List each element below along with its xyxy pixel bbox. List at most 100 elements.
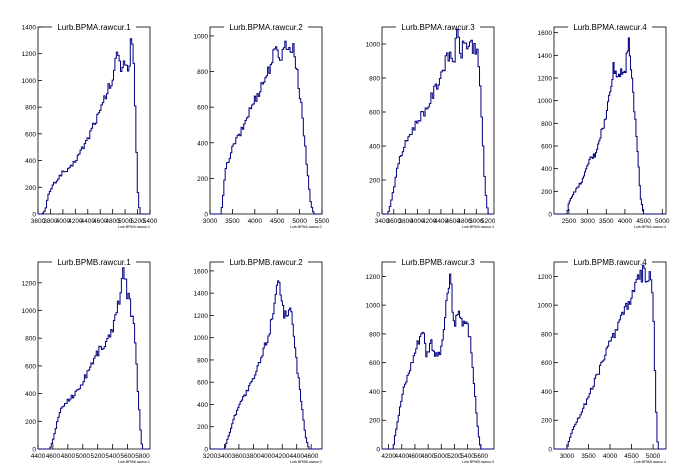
x-tick-label: 2500 — [562, 218, 577, 225]
x-tick-label: 5200 — [130, 218, 145, 225]
histogram-series-line — [382, 273, 494, 450]
x-axis-label: Lurb.BPMB.rawcur.1 — [118, 460, 150, 464]
x-tick-label: 4400 — [395, 453, 410, 460]
y-tick-label: 0 — [376, 447, 380, 454]
x-tick-label: 3500 — [599, 218, 614, 225]
y-tick-label: 0 — [204, 212, 208, 219]
chart-title: Lurb.BPMA.rawcur.2 — [229, 23, 303, 32]
x-tick-label: 5000 — [646, 453, 661, 460]
x-tick-label: 4800 — [61, 453, 76, 460]
y-tick-label: 200 — [25, 185, 36, 192]
y-tick-label: 200 — [369, 178, 380, 185]
histogram-panel-7: Lurb.BPMB.rawcur.3 0 200 400 600 800 1000 1200 4… — [366, 256, 495, 464]
y-tick-label: 800 — [197, 357, 208, 364]
x-tick-label: 3200 — [203, 453, 218, 460]
y-tick-label: 1400 — [194, 291, 209, 298]
x-axis-label: Lurb.BPMB.rawcur.4 — [634, 460, 666, 464]
histogram-series-line — [554, 264, 666, 450]
y-tick-label: 600 — [541, 144, 552, 151]
histogram-panel-6: Lurb.BPMB.rawcur.2 0 200 400 600 800 1000 1200 1… — [194, 256, 323, 464]
x-tick-label: 5600 — [120, 453, 135, 460]
chart-title: Lurb.BPMB.rawcur.3 — [401, 258, 475, 267]
x-tick-label: 3400 — [375, 218, 390, 225]
y-tick-label: 400 — [369, 144, 380, 151]
y-tick-label: 0 — [548, 212, 552, 219]
x-axis-label: Lurb.BPMA.rawcur.3 — [462, 225, 494, 229]
x-tick-label: 4000 — [410, 218, 425, 225]
x-tick-label: 4200 — [275, 453, 290, 460]
title-box — [224, 21, 308, 33]
y-tick-label: 600 — [25, 363, 36, 370]
y-tick-label: 600 — [369, 110, 380, 117]
x-tick-label: 4800 — [105, 218, 120, 225]
x-tick-label: 4600 — [46, 453, 61, 460]
y-tick-label: 800 — [541, 121, 552, 128]
x-tick-label: 4400 — [31, 453, 46, 460]
chart-title: Lurb.BPMB.rawcur.1 — [57, 258, 131, 267]
x-tick-label: 4200 — [381, 453, 396, 460]
chart-title: Lurb.BPMB.rawcur.4 — [573, 258, 647, 267]
x-tick-label: 4600 — [408, 453, 423, 460]
x-tick-label: 4600 — [446, 218, 461, 225]
y-tick-label: 1200 — [22, 280, 37, 287]
x-tick-label: 4400 — [81, 218, 96, 225]
y-tick-label: 1200 — [194, 313, 209, 320]
x-axis-label: Lurb.BPMA.rawcur.1 — [118, 225, 150, 229]
x-tick-label: 4000 — [618, 218, 633, 225]
y-tick-label: 200 — [197, 424, 208, 431]
y-tick-label: 400 — [541, 389, 552, 396]
x-tick-label: 5800 — [135, 453, 150, 460]
y-tick-label: 400 — [369, 389, 380, 396]
y-tick-label: 1000 — [538, 303, 553, 310]
x-tick-label: 5000 — [655, 218, 670, 225]
x-tick-label: 4000 — [56, 218, 71, 225]
histogram-series-line — [382, 28, 494, 215]
x-tick-label: 4800 — [457, 218, 472, 225]
x-tick-label: 5000 — [434, 453, 449, 460]
y-tick-label: 600 — [197, 380, 208, 387]
x-tick-label: 4800 — [421, 453, 436, 460]
plot-frame — [381, 26, 495, 215]
title-box — [52, 256, 136, 268]
x-tick-label: 4200 — [422, 218, 437, 225]
x-tick-label: 3000 — [580, 218, 595, 225]
y-tick-label: 400 — [25, 158, 36, 165]
histogram-series-line — [554, 37, 666, 215]
y-tick-label: 1200 — [538, 274, 553, 281]
y-tick-label: 1000 — [194, 335, 209, 342]
x-tick-label: 5200 — [90, 453, 105, 460]
chart-title: Lurb.BPMA.rawcur.1 — [57, 23, 131, 32]
y-tick-label: 1400 — [538, 53, 553, 60]
y-tick-label: 0 — [548, 447, 552, 454]
y-tick-label: 800 — [541, 331, 552, 338]
y-tick-label: 200 — [541, 418, 552, 425]
x-tick-label: 5000 — [76, 453, 91, 460]
x-tick-label: 5600 — [474, 453, 489, 460]
x-tick-label: 4000 — [248, 218, 263, 225]
y-tick-label: 1000 — [366, 303, 381, 310]
x-tick-label: 5200 — [447, 453, 462, 460]
plot-frame — [553, 261, 667, 450]
y-tick-label: 600 — [197, 105, 208, 112]
x-axis-label: Lurb.BPMA.rawcur.4 — [634, 225, 666, 229]
x-tick-label: 3500 — [581, 453, 596, 460]
histogram-series-line — [38, 267, 150, 450]
y-tick-label: 400 — [541, 166, 552, 173]
histogram-panel-2: Lurb.BPMA.rawcur.2 0 200 400 600 800 1000 3000 3… — [194, 21, 330, 229]
y-tick-label: 0 — [32, 447, 36, 454]
y-tick-label: 400 — [197, 402, 208, 409]
histogram-panel-8: Lurb.BPMB.rawcur.4 0 200 400 600 800 1000 1200 3… — [538, 256, 667, 464]
x-tick-label: 4200 — [68, 218, 83, 225]
y-tick-label: 600 — [369, 360, 380, 367]
title-box — [224, 256, 308, 268]
chart-title: Lurb.BPMA.rawcur.3 — [401, 23, 475, 32]
y-tick-label: 800 — [25, 105, 36, 112]
y-tick-label: 200 — [541, 189, 552, 196]
x-tick-label: 3400 — [217, 453, 232, 460]
y-tick-label: 1600 — [194, 268, 209, 275]
y-tick-label: 200 — [369, 418, 380, 425]
y-tick-label: 400 — [25, 391, 36, 398]
x-axis-label: Lurb.BPMA.rawcur.2 — [290, 225, 322, 229]
y-tick-label: 1200 — [366, 274, 381, 281]
